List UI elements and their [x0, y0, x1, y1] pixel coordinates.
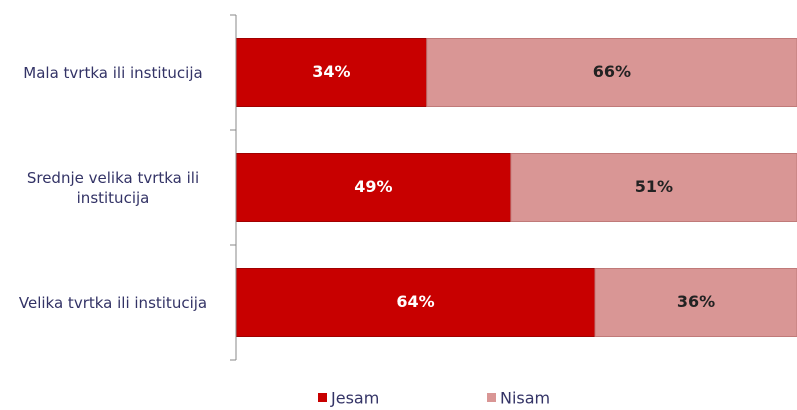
bar-segment [235, 38, 428, 107]
bar-segment [426, 38, 797, 107]
bar-segment [235, 268, 596, 337]
category-label: Velika tvrtka ili institucija [18, 293, 208, 312]
legend-label: Nisam [500, 389, 550, 408]
data-label: 49% [354, 177, 392, 196]
legend-swatch [487, 393, 496, 402]
data-label: 66% [593, 62, 631, 81]
legend-swatch [318, 393, 327, 402]
data-label: 36% [677, 292, 715, 311]
data-label: 64% [396, 292, 434, 311]
bar-segment [510, 153, 797, 222]
category-label: Mala tvrtka ili institucija [23, 63, 203, 82]
legend-label: Jesam [330, 389, 379, 408]
data-label: 51% [635, 177, 673, 196]
bar-segment [594, 268, 797, 337]
data-label: 34% [312, 62, 350, 81]
category-label: Srednje velika tvrtka ili institucija [26, 168, 200, 207]
bar-segment [235, 153, 512, 222]
